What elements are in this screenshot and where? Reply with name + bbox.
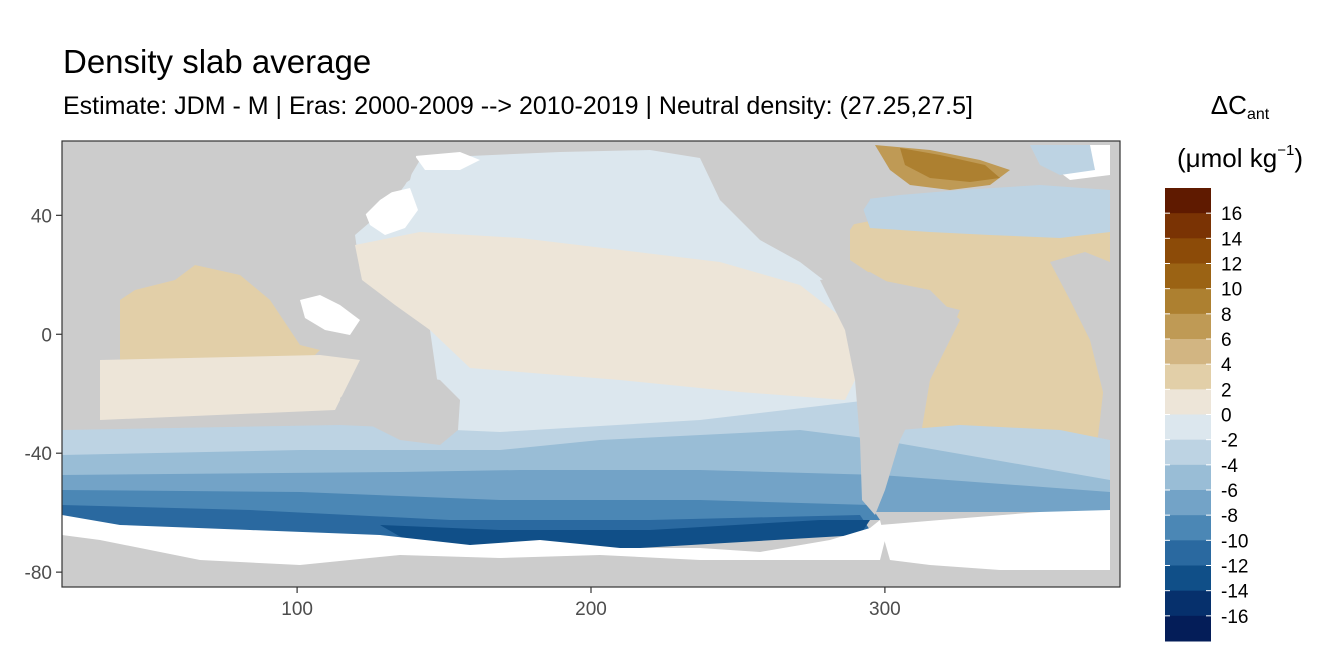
- africa-landmass: [1050, 252, 1110, 420]
- legend-tick-label: 12: [1221, 255, 1242, 276]
- antarctic-shelf-no-data: [62, 515, 885, 565]
- legend-color-bin: [1165, 263, 1211, 290]
- legend-tick-label: 8: [1221, 305, 1232, 326]
- y-tick-label: -40: [25, 444, 52, 465]
- indian-ocean-field: [120, 265, 320, 360]
- chart-title: Density slab average: [63, 43, 372, 80]
- y-tick-label: 40: [31, 206, 52, 227]
- legend-color-bin: [1165, 238, 1211, 264]
- legend-color-bin: [1165, 615, 1211, 642]
- legend-color-bin: [1165, 339, 1211, 365]
- asia-landmass: [62, 141, 420, 300]
- legend-tick-label: 6: [1221, 330, 1232, 351]
- south-america-landmass: [820, 272, 960, 515]
- legend-tick-label: 10: [1221, 280, 1242, 301]
- y-tick-label: 0: [41, 325, 52, 346]
- indonesian-no-data: [300, 295, 360, 335]
- chart-subtitle: Estimate: JDM - M | Eras: 2000-2009 --> …: [63, 92, 973, 120]
- atlantic-ocean-field: [850, 210, 1110, 460]
- west-pacific-field: [355, 232, 860, 400]
- legend-colorbar: 16 14 12 10 8 6 4 2 0 -2 -4 -6 -8 -10 -12 -14 -16: [1165, 188, 1249, 642]
- legend-tick-label: -10: [1221, 531, 1248, 552]
- legend-tick-label: 0: [1221, 406, 1232, 427]
- southern-ocean-band-6: [380, 520, 870, 548]
- legend-title-subscript: ant: [1246, 106, 1270, 123]
- legend-tick-label: 16: [1221, 204, 1242, 225]
- legend-color-bin: [1165, 288, 1211, 315]
- legend-color-bin: [1165, 540, 1211, 566]
- legend-tick-label: -2: [1221, 431, 1238, 452]
- legend-color-bin: [1165, 313, 1211, 340]
- legend-color-bin: [1165, 213, 1211, 239]
- map-panel: [62, 141, 1120, 587]
- x-tick-label: 200: [575, 599, 607, 620]
- nordic-seas-field: [1030, 145, 1095, 175]
- legend-tick-label: -12: [1221, 557, 1248, 578]
- australia-landmass: [340, 372, 460, 445]
- weddell-no-data: [880, 510, 1110, 570]
- x-tick-label: 300: [869, 599, 901, 620]
- legend-tick-label: 4: [1221, 355, 1232, 376]
- legend-color-bin: [1165, 439, 1211, 466]
- legend-color-bin: [1165, 389, 1211, 415]
- legend-color-bin: [1165, 565, 1211, 592]
- north-america-landmass: [700, 145, 870, 250]
- legend-color-bin: [1165, 364, 1211, 390]
- labrador-sea-field: [900, 148, 1000, 182]
- indian-ocean-south-field: [100, 355, 360, 420]
- north-pacific-no-data: [415, 152, 480, 170]
- legend-title: ΔCant: [1150, 88, 1330, 132]
- legend-tick-label: -8: [1221, 506, 1238, 527]
- north-atlantic-field: [860, 185, 1110, 238]
- legend-tick-label: -16: [1221, 607, 1248, 628]
- legend-color-bin: [1165, 188, 1211, 214]
- ocean-fields: [62, 145, 1110, 548]
- y-tick-label: -80: [25, 563, 52, 584]
- x-axis: 100 200 300: [281, 587, 901, 620]
- legend-tick-label: 14: [1221, 229, 1243, 250]
- x-tick-label: 100: [281, 599, 313, 620]
- legend-unit: (μmol kg−1): [1150, 134, 1330, 175]
- legend-tick-label: -14: [1221, 582, 1249, 603]
- legend-tick-label: 2: [1221, 380, 1232, 401]
- legend-color-bin: [1165, 414, 1211, 441]
- legend-unit-superscript: −1: [1277, 142, 1295, 159]
- land-masses: [62, 141, 1110, 515]
- legend-unit-main: (μmol kg: [1177, 143, 1278, 173]
- legend-unit-close: ): [1294, 143, 1303, 173]
- legend-color-bin: [1165, 515, 1211, 541]
- y-axis: 40 0 -40 -80: [25, 206, 62, 584]
- legend-color-bin: [1165, 490, 1211, 516]
- legend-tick-label: -6: [1221, 481, 1238, 502]
- legend-color-bin: [1165, 590, 1211, 617]
- legend-title-main: ΔC: [1210, 90, 1247, 120]
- legend-tick-label: -4: [1221, 456, 1238, 477]
- legend-color-bin: [1165, 464, 1211, 491]
